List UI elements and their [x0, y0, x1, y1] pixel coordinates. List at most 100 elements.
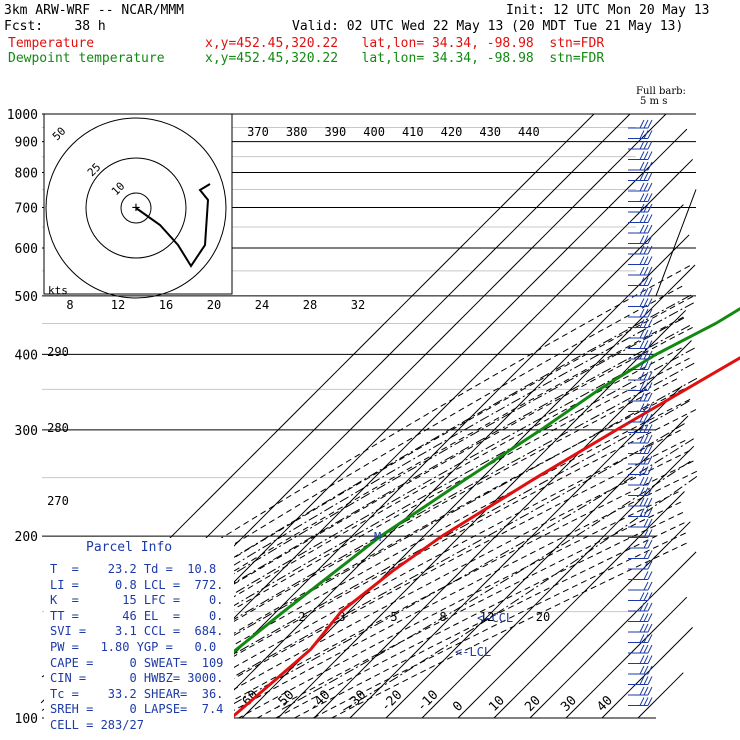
wind-barb-flag	[639, 413, 645, 423]
hodograph-units: kts	[48, 284, 68, 297]
wind-barb-flag	[639, 235, 645, 244]
wind-barb-flag	[647, 319, 653, 328]
wind-barb-flag	[643, 308, 649, 318]
wind-barb-flag	[643, 455, 649, 465]
wind-barb-flag	[643, 392, 649, 402]
dewpoint-legend-label: Dewpoint temperature	[8, 51, 165, 66]
wind-barb-flag	[647, 130, 653, 139]
isobar-label: 700	[15, 202, 38, 217]
isobar-label: 900	[15, 136, 38, 151]
wind-barb-flag	[647, 665, 653, 675]
wind-barb-flag	[639, 676, 645, 685]
parcel-info-row: SVI = 3.1 CCL = 684.	[50, 624, 224, 639]
wind-barb-flag	[647, 287, 653, 297]
wind-barb-flag	[647, 193, 653, 202]
isobar-label: 1000	[7, 108, 38, 123]
wind-barb-flag	[643, 613, 649, 622]
wind-barb-flag	[647, 371, 653, 381]
parcel-info-row: TT = 46 EL = 0.	[50, 608, 224, 623]
dry-adiabat	[238, 491, 679, 719]
wind-barb-flag	[643, 497, 649, 507]
wind-barb-flag	[643, 581, 649, 591]
wind-barb-flag	[647, 676, 653, 685]
wind-barb-flag	[647, 487, 653, 496]
wind-barb-flag	[643, 161, 649, 171]
theta-label: 390	[325, 125, 347, 139]
wind-barb-flag	[639, 266, 645, 276]
wind-barb-flag	[643, 434, 649, 444]
hodograph-speed-label: 28	[303, 298, 317, 312]
dry-adiabat	[331, 542, 687, 719]
temperature-location: x,y=452.45,320.22 lat,lon= 34.34, -98.98…	[205, 36, 605, 51]
wind-barb-flag	[643, 361, 649, 370]
wind-barb-flag	[643, 623, 649, 633]
wind-barb-flag	[643, 518, 649, 528]
hodograph-ring	[120, 192, 152, 224]
theta-label: 270	[47, 494, 69, 508]
dry-adiabat	[275, 511, 684, 719]
wind-barb-flag	[639, 350, 645, 360]
wind-barb-flag	[643, 697, 649, 706]
parcel-info-row: Tc = 33.2 SHEAR= 36.	[50, 686, 224, 701]
wind-barb-flag	[647, 151, 653, 160]
wind-barb-flag	[643, 319, 649, 328]
wind-barb-flag	[643, 539, 649, 549]
wind-barb-flag	[647, 298, 653, 307]
forecast-hour: Fcst: 38 h	[4, 19, 106, 34]
dry-adiabat	[107, 398, 691, 719]
lcl-label: <-LCL	[455, 645, 491, 659]
wind-barb-flag	[639, 256, 645, 265]
wind-barb-flag	[647, 613, 653, 622]
parcel-info-row: CELL = 283/27	[50, 718, 144, 732]
wind-barb-flag	[639, 203, 645, 213]
wind-barb-flag	[643, 413, 649, 423]
parcel-info-row: CIN = 0 HWBZ= 3000.	[50, 671, 224, 686]
wind-barb-flag	[647, 382, 653, 391]
barb-legend-title: Full barb:	[636, 86, 686, 97]
dry-adiabat	[50, 265, 691, 647]
isotherm-label: -30	[342, 688, 369, 715]
wind-barb-flag	[639, 224, 645, 234]
wind-barb-flag	[639, 487, 645, 496]
wind-barb-flag	[639, 382, 645, 391]
wind-barb-flag	[639, 697, 645, 706]
wind-barb-flag	[643, 245, 649, 255]
barb-legend-units: 5 m s	[640, 96, 667, 107]
wind-barb-flag	[647, 256, 653, 265]
theta-label: 380	[286, 125, 308, 139]
wind-barb-flag	[647, 686, 653, 696]
wind-barb-flag	[643, 487, 649, 496]
wind-barb-flag	[639, 434, 645, 444]
isobar-label: 600	[15, 242, 38, 257]
wind-barb-flag	[647, 550, 653, 559]
wind-barb-flag	[643, 676, 649, 685]
theta-label: 290	[47, 345, 69, 359]
isotherm-line	[421, 445, 695, 719]
isotherm-line	[565, 596, 688, 719]
isotherm-label: 30	[558, 693, 580, 715]
parcel-info-row: PW = 1.80 YGP = 0.0	[50, 640, 217, 654]
theta-label: 280	[47, 421, 69, 435]
wind-barb-flag	[647, 634, 653, 643]
wind-barb-flag	[639, 287, 645, 297]
wind-barb-flag	[647, 277, 653, 286]
wind-barb-flag	[647, 455, 653, 465]
hodograph-speed-label: 12	[111, 298, 125, 312]
wind-barb-flag	[647, 497, 653, 507]
wind-barb-flag	[639, 319, 645, 328]
wind-barb-flag	[639, 623, 645, 633]
wind-barb-flag	[639, 445, 645, 454]
wind-barb-flag	[647, 308, 653, 318]
wind-barb-flag	[643, 476, 649, 486]
wind-barb-flag	[639, 392, 645, 402]
wind-barb-flag	[639, 151, 645, 160]
wind-barb-flag	[643, 203, 649, 213]
wind-barb-flag	[639, 592, 645, 601]
wind-barb-flag	[643, 224, 649, 234]
m-label: M	[374, 530, 381, 544]
isotherm-label: -20	[378, 688, 405, 715]
wind-barb-flag	[639, 277, 645, 286]
wind-barb-flag	[647, 119, 653, 129]
dewpoint-curve	[147, 307, 740, 720]
